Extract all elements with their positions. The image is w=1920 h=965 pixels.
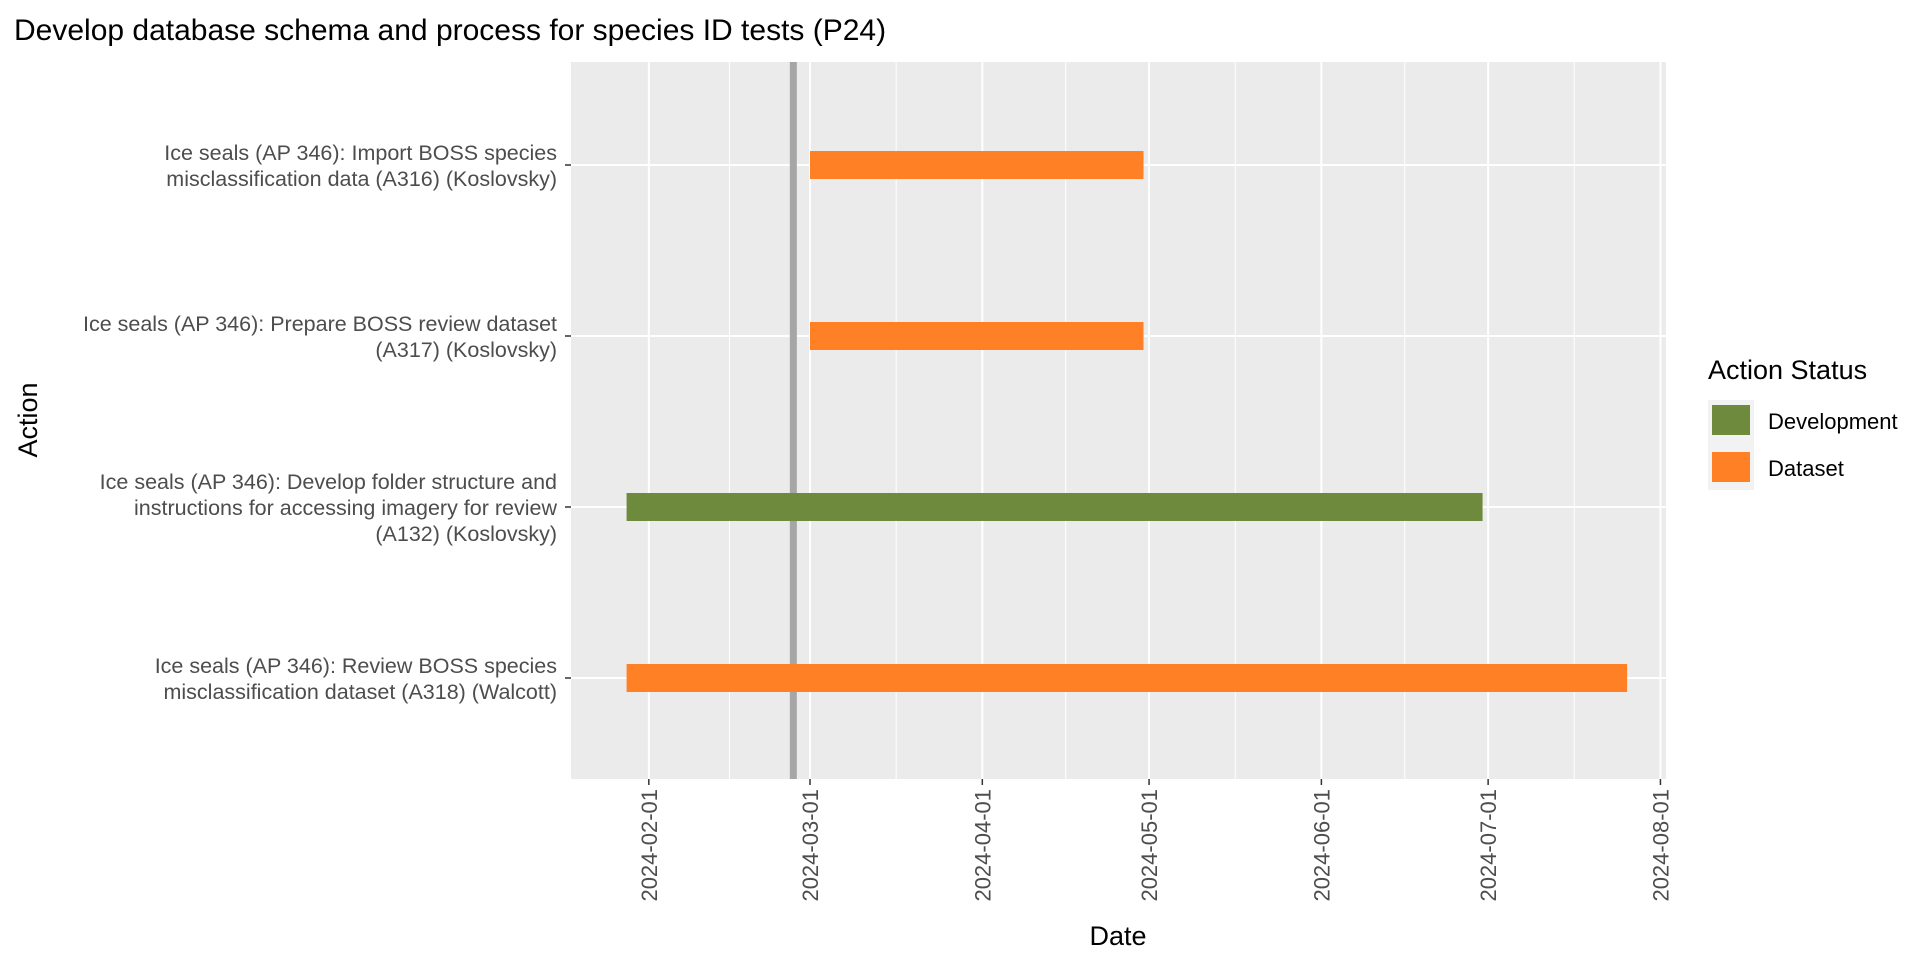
task-bar bbox=[626, 664, 1628, 692]
y-tick-label-line: Ice seals (AP 346): Develop folder struc… bbox=[100, 470, 557, 494]
x-axis-title: Date bbox=[1089, 921, 1146, 951]
y-tick-label-line: (A132) (Koslovsky) bbox=[375, 522, 557, 546]
legend-label-development: Development bbox=[1768, 409, 1898, 434]
x-tick-label: 2024-08-01 bbox=[1648, 789, 1673, 902]
x-axis-ticks: 2024-02-01 2024-03-01 2024-04-01 2024-05-01… bbox=[637, 779, 1673, 902]
y-tick-label: Ice seals (AP 346): Develop folder struc… bbox=[100, 470, 558, 546]
task-bar bbox=[810, 322, 1144, 350]
legend-key-development bbox=[1712, 405, 1750, 435]
y-axis-labels: Ice seals (AP 346): Import BOSS species m… bbox=[83, 141, 571, 704]
x-tick-label: 2024-07-01 bbox=[1476, 789, 1501, 902]
y-tick-label-line: Ice seals (AP 346): Review BOSS species bbox=[155, 654, 557, 678]
legend-key-dataset bbox=[1712, 452, 1750, 482]
y-tick-label-line: (A317) (Koslovsky) bbox=[375, 338, 557, 362]
task-bar bbox=[810, 151, 1144, 179]
y-tick-label-line: instructions for accessing imagery for r… bbox=[134, 496, 557, 520]
y-tick-label-line: misclassification data (A316) (Koslovsky… bbox=[166, 167, 557, 191]
y-tick-label: Ice seals (AP 346): Import BOSS species m… bbox=[164, 141, 557, 191]
task-bars bbox=[626, 151, 1628, 692]
x-tick-label: 2024-04-01 bbox=[970, 789, 995, 902]
legend-title: Action Status bbox=[1708, 355, 1867, 385]
legend: Action Status Development Dataset bbox=[1708, 355, 1898, 490]
y-tick-label-line: misclassification dataset (A318) (Walcot… bbox=[164, 680, 558, 704]
x-tick-label: 2024-05-01 bbox=[1137, 789, 1162, 902]
y-axis-title: Action bbox=[13, 382, 43, 457]
chart-title: Develop database schema and process for … bbox=[14, 14, 886, 47]
y-tick-label-line: Ice seals (AP 346): Prepare BOSS review … bbox=[83, 312, 557, 336]
y-tick-label: Ice seals (AP 346): Prepare BOSS review … bbox=[83, 312, 557, 362]
y-tick-label-line: Ice seals (AP 346): Import BOSS species bbox=[164, 141, 557, 165]
task-bar bbox=[626, 493, 1483, 521]
x-tick-label: 2024-03-01 bbox=[798, 789, 823, 902]
plot-panel bbox=[571, 62, 1666, 779]
legend-label-dataset: Dataset bbox=[1768, 456, 1844, 481]
x-tick-label: 2024-06-01 bbox=[1309, 789, 1334, 902]
y-tick-label: Ice seals (AP 346): Review BOSS species m… bbox=[155, 654, 557, 704]
x-tick-label: 2024-02-01 bbox=[637, 789, 662, 902]
